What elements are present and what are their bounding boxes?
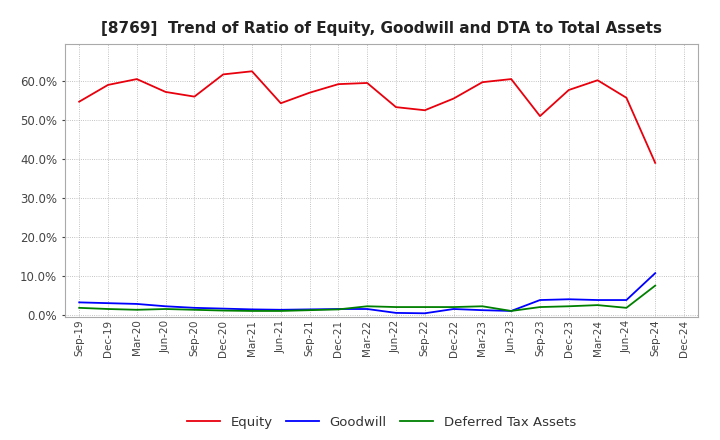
Goodwill <box>478 308 487 313</box>
Equity <box>420 108 429 113</box>
Line: Deferred Tax Assets: Deferred Tax Assets <box>79 286 655 311</box>
Equity <box>536 114 544 119</box>
Deferred Tax Assets <box>104 306 112 312</box>
Equity <box>104 82 112 88</box>
Deferred Tax Assets <box>564 304 573 309</box>
Deferred Tax Assets <box>276 308 285 314</box>
Equity <box>161 89 170 95</box>
Deferred Tax Assets <box>593 302 602 308</box>
Equity <box>593 77 602 83</box>
Equity <box>363 81 372 86</box>
Deferred Tax Assets <box>248 308 256 314</box>
Goodwill <box>276 307 285 312</box>
Equity <box>219 72 228 77</box>
Goodwill <box>248 307 256 312</box>
Deferred Tax Assets <box>449 304 458 310</box>
Goodwill <box>420 311 429 316</box>
Line: Equity: Equity <box>79 71 655 163</box>
Equity <box>651 160 660 165</box>
Goodwill <box>132 301 141 307</box>
Deferred Tax Assets <box>507 308 516 314</box>
Deferred Tax Assets <box>363 304 372 309</box>
Equity <box>449 96 458 101</box>
Goodwill <box>507 308 516 314</box>
Goodwill <box>593 297 602 303</box>
Deferred Tax Assets <box>651 283 660 288</box>
Goodwill <box>651 271 660 276</box>
Equity <box>334 81 343 87</box>
Deferred Tax Assets <box>305 308 314 313</box>
Goodwill <box>449 306 458 312</box>
Deferred Tax Assets <box>219 308 228 313</box>
Goodwill <box>564 297 573 302</box>
Equity <box>248 69 256 74</box>
Goodwill <box>363 306 372 312</box>
Title: [8769]  Trend of Ratio of Equity, Goodwill and DTA to Total Assets: [8769] Trend of Ratio of Equity, Goodwil… <box>101 21 662 36</box>
Equity <box>276 101 285 106</box>
Deferred Tax Assets <box>392 304 400 310</box>
Equity <box>622 95 631 100</box>
Legend: Equity, Goodwill, Deferred Tax Assets: Equity, Goodwill, Deferred Tax Assets <box>182 411 581 434</box>
Deferred Tax Assets <box>622 305 631 311</box>
Equity <box>132 77 141 82</box>
Deferred Tax Assets <box>190 307 199 312</box>
Deferred Tax Assets <box>161 306 170 312</box>
Goodwill <box>219 306 228 311</box>
Equity <box>75 99 84 104</box>
Equity <box>478 80 487 85</box>
Equity <box>392 104 400 110</box>
Goodwill <box>536 297 544 303</box>
Line: Goodwill: Goodwill <box>79 273 655 313</box>
Deferred Tax Assets <box>334 307 343 312</box>
Equity <box>190 94 199 99</box>
Deferred Tax Assets <box>420 304 429 310</box>
Goodwill <box>622 297 631 303</box>
Deferred Tax Assets <box>132 307 141 312</box>
Goodwill <box>392 310 400 315</box>
Equity <box>564 88 573 93</box>
Goodwill <box>104 301 112 306</box>
Equity <box>305 90 314 95</box>
Goodwill <box>190 305 199 311</box>
Goodwill <box>305 307 314 312</box>
Goodwill <box>161 304 170 309</box>
Deferred Tax Assets <box>536 304 544 310</box>
Deferred Tax Assets <box>75 305 84 311</box>
Deferred Tax Assets <box>478 304 487 309</box>
Goodwill <box>75 300 84 305</box>
Equity <box>507 77 516 82</box>
Goodwill <box>334 306 343 312</box>
